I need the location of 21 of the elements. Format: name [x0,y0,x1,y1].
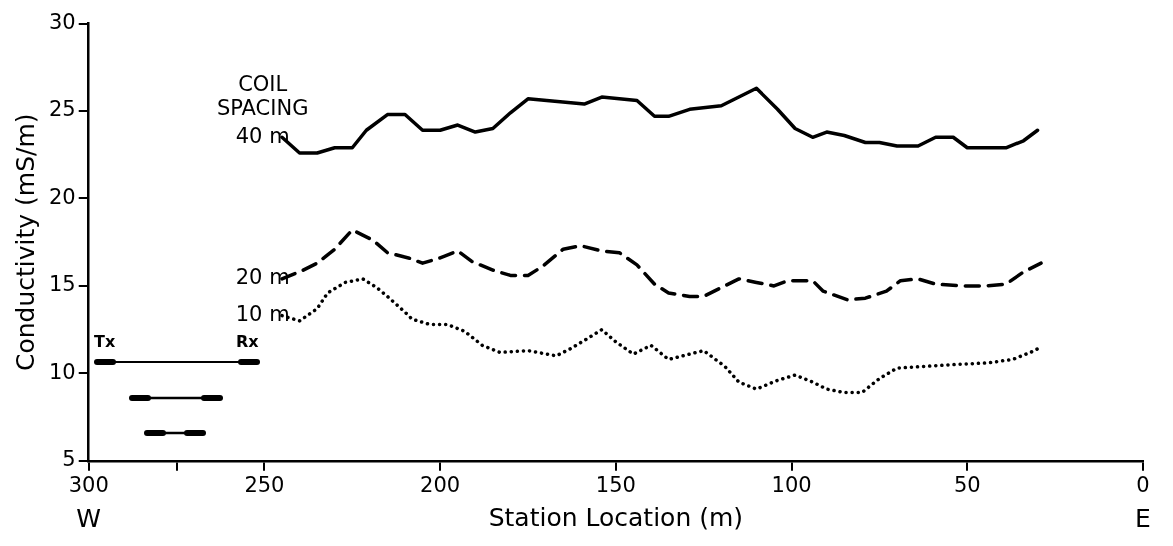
y-tick-label: 30 [48,10,76,35]
x-tick-label: 50 [953,472,981,497]
y-tick-label: 20 [48,184,76,209]
annotation: Tx [94,332,116,351]
x-tick-label: 250 [244,472,285,497]
y-tick-label: 25 [48,97,76,122]
x-tick-label: 300 [68,472,109,497]
x-tick-label: 150 [595,472,636,497]
text: W [76,504,102,534]
x-tick-label: 200 [420,472,461,497]
x-axis-title: Station Location (m) [488,502,744,532]
y-axis-title: Conductivity (mS/m) [10,113,40,371]
series-label: 10 m [235,302,290,327]
y-tick-label: 5 [62,447,76,472]
x-tick-label: 0 [1136,472,1150,497]
y-tick-label: 15 [48,272,76,297]
legend-title: COIL SPACING [216,72,309,121]
x-tick-label: 100 [771,472,812,497]
annotation: Rx [236,332,259,351]
text: E [1135,504,1151,534]
y-tick-label: 10 [48,359,76,384]
